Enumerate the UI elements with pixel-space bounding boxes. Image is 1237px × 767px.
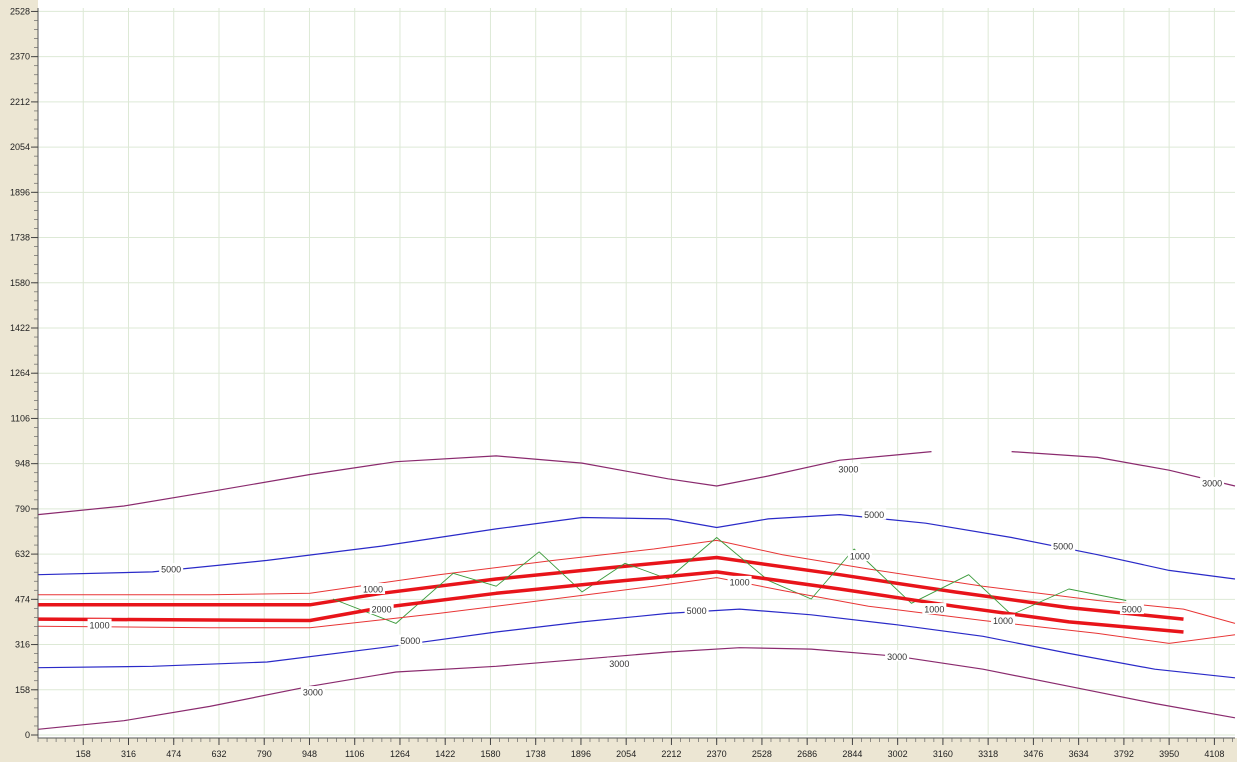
- x-tick-label: 2844: [842, 749, 862, 759]
- series-line-contour-3000: [37, 451, 932, 516]
- contour-label: 3000: [887, 652, 907, 662]
- x-tick-label: 316: [121, 749, 136, 759]
- y-tick-label: 1580: [10, 278, 30, 288]
- x-tick-label: 1106: [345, 749, 364, 759]
- contour-label: 5000: [400, 636, 420, 646]
- contour-label-bg: [727, 575, 752, 587]
- contour-label-bg: [1119, 603, 1144, 615]
- contour-label-bg: [862, 508, 887, 520]
- series-line-road: [37, 570, 1184, 634]
- contour-label-bg: [922, 603, 947, 615]
- x-tick-label: 3002: [888, 749, 908, 759]
- y-tick-label: 316: [15, 640, 30, 650]
- contour-label: 3000: [1202, 479, 1222, 489]
- x-tick-label: 2686: [797, 749, 817, 759]
- contour-label-bg: [836, 462, 861, 474]
- y-tick-label: 1738: [10, 233, 30, 243]
- contour-label: 5000: [687, 606, 707, 616]
- x-tick-label: 158: [76, 749, 91, 759]
- x-tick-label: 2528: [752, 749, 772, 759]
- y-tick-label: 1422: [10, 323, 30, 333]
- x-tick-label: 3318: [978, 749, 998, 759]
- y-tick-label: 2370: [10, 52, 30, 62]
- contour-label-bg: [159, 562, 184, 574]
- contour-label: 1000: [90, 620, 110, 630]
- contour-label: 1000: [924, 605, 944, 615]
- x-tick-label: 2370: [707, 749, 727, 759]
- contour-label: 5000: [1122, 605, 1142, 615]
- x-tick-label: 3792: [1114, 749, 1134, 759]
- gridlines: [38, 8, 1235, 736]
- y-tick-label: 1264: [10, 368, 30, 378]
- contour-label-bg: [1200, 477, 1225, 489]
- x-tick-label: 1896: [571, 749, 591, 759]
- x-tick-label: 1264: [390, 749, 410, 759]
- contour-label-bg: [991, 614, 1016, 626]
- x-tick-label: 3950: [1159, 749, 1179, 759]
- contour-label: 1000: [850, 552, 870, 562]
- y-tick-label: 948: [15, 459, 30, 469]
- y-tick-label: 2528: [10, 6, 30, 16]
- y-tick-label: 1896: [10, 187, 30, 197]
- series-line-road: [38, 555, 1184, 621]
- left-axis-panel: [0, 0, 38, 762]
- contour-label-bg: [607, 657, 632, 669]
- x-tick-label: 2054: [616, 749, 636, 759]
- y-tick-label: 2054: [10, 142, 30, 152]
- x-tick-label: 4108: [1204, 749, 1224, 759]
- contour-label: 1000: [993, 616, 1013, 626]
- contour-label-bg: [885, 650, 910, 662]
- y-tick-label: 474: [15, 594, 30, 604]
- contour-label: 3000: [838, 464, 858, 474]
- contour-label: 5000: [161, 564, 181, 574]
- contour-label-bg: [369, 603, 394, 615]
- y-tick-label: 632: [15, 549, 30, 559]
- bottom-axis-panel: [38, 738, 1237, 762]
- y-tick-label: 2212: [10, 97, 30, 107]
- x-tick-label: 790: [257, 749, 272, 759]
- x-tick-label: 1580: [480, 749, 500, 759]
- series-line-median: [332, 537, 1127, 624]
- contour-label-bg: [684, 604, 709, 616]
- y-tick-label: 1106: [11, 413, 30, 423]
- x-tick-label: 3634: [1069, 749, 1089, 759]
- contour-labels: 3000 3000 5000 5000 5000 1000 1000 2000 1000 5000…: [87, 462, 1225, 698]
- x-tick-label: 1422: [435, 749, 455, 759]
- x-tick-label: 632: [211, 749, 226, 759]
- x-tick-label: 3160: [933, 749, 953, 759]
- contour-label: 1000: [363, 585, 383, 595]
- contour-label-bg: [1051, 540, 1076, 552]
- x-tick-label: 474: [166, 749, 181, 759]
- series-line-road-edge: [38, 539, 1236, 624]
- contour-label: 3000: [303, 688, 323, 698]
- contour-label: 2000: [372, 605, 392, 615]
- contour-label-bg: [300, 686, 325, 698]
- contour-label-bg: [847, 550, 872, 562]
- x-tick-label: 948: [302, 749, 317, 759]
- contour-label: 1000: [730, 577, 750, 587]
- x-tick-label: 2212: [661, 749, 681, 759]
- contour-label: 3000: [609, 659, 629, 669]
- contour-label: 5000: [1053, 542, 1073, 552]
- contour-label: 5000: [864, 510, 884, 520]
- x-tick-label: 3476: [1023, 749, 1043, 759]
- y-tick-label: 0: [25, 730, 30, 740]
- x-tick-label: 1738: [526, 749, 546, 759]
- contour-label-bg: [361, 583, 386, 595]
- y-tick-label: 790: [15, 504, 30, 514]
- contour-label-bg: [87, 618, 112, 630]
- y-tick-label: 158: [15, 685, 30, 695]
- series-line-road-edge: [37, 577, 1236, 644]
- contour-label-bg: [398, 634, 423, 646]
- series-line-contour-3000: [37, 647, 1236, 730]
- axes: 158 316 474 632 790 948 1106 1264 1422 1580 1738 18…: [10, 6, 1235, 759]
